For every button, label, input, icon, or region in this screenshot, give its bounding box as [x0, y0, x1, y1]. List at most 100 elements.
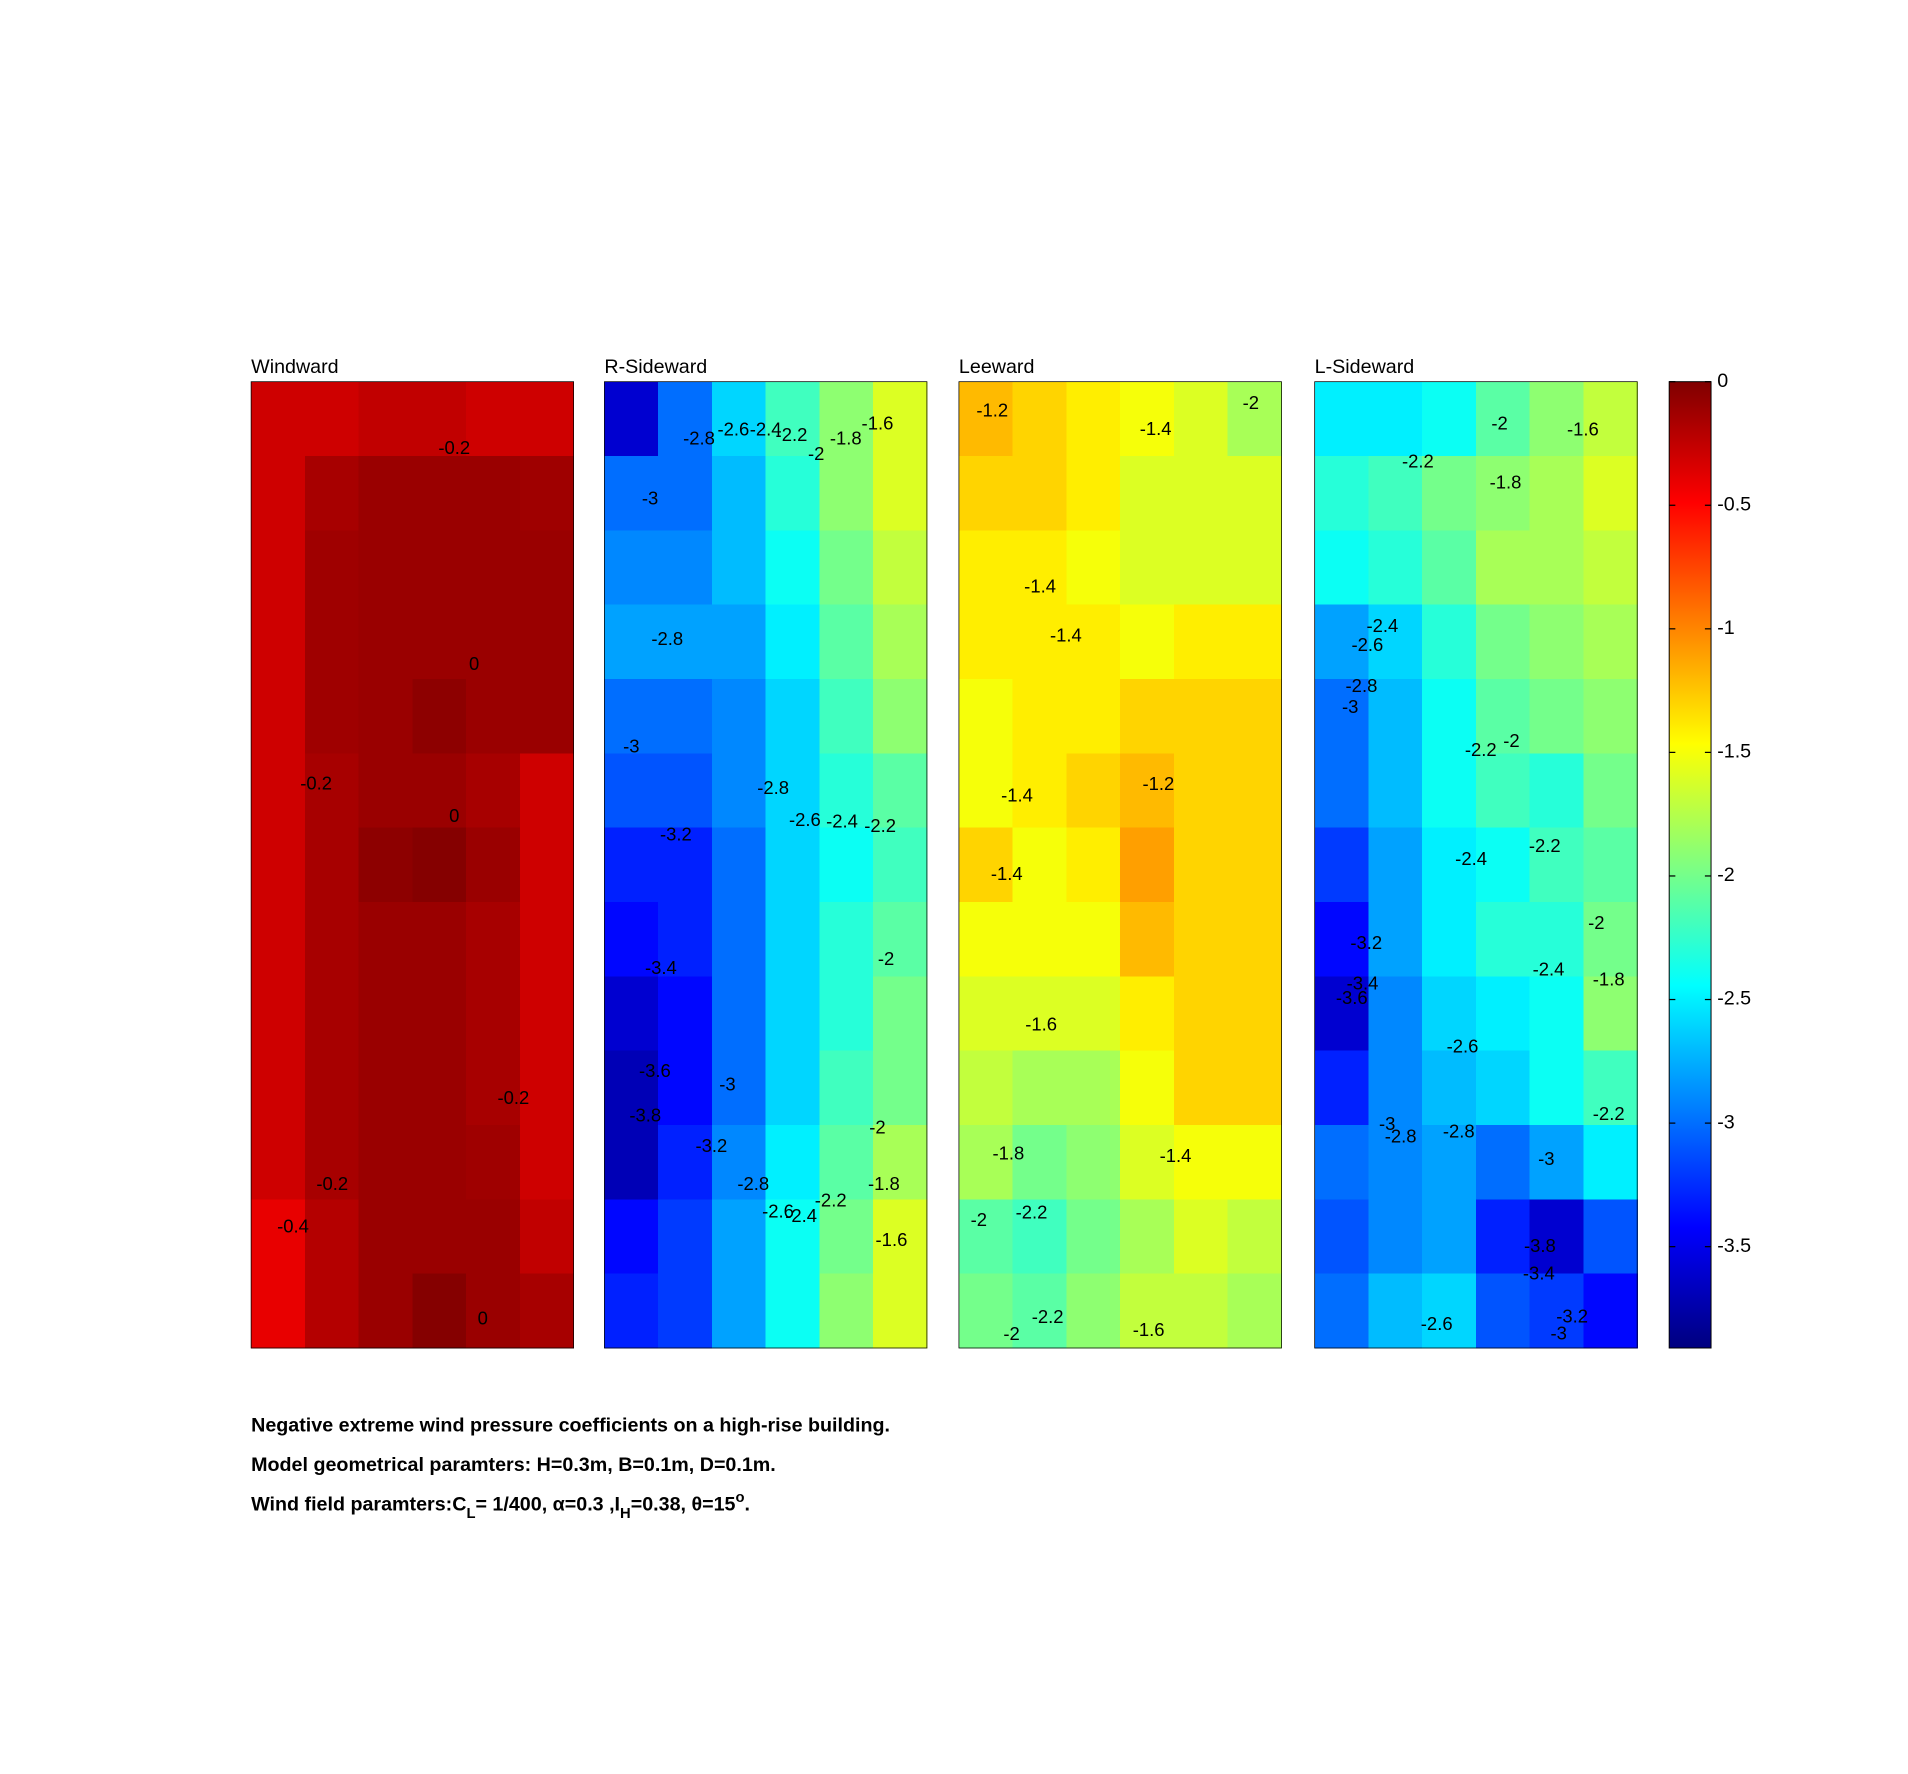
- cell: [765, 456, 821, 531]
- cell: [1120, 902, 1175, 977]
- cell: [958, 976, 1014, 1052]
- contour-label: -1.6: [876, 1229, 908, 1250]
- cell: [412, 456, 467, 531]
- contour-label: -2.2: [815, 1189, 847, 1210]
- cell: [1368, 1125, 1423, 1200]
- cell: [604, 1199, 659, 1275]
- cell: [1314, 827, 1370, 903]
- cell: [1583, 679, 1638, 754]
- cell: [1368, 827, 1423, 903]
- cell: [251, 827, 306, 903]
- cell: [765, 530, 821, 606]
- cell: [819, 1050, 874, 1126]
- caption-line: Model geometrical paramters: H=0.3m, B=0…: [251, 1454, 776, 1476]
- cell: [711, 902, 767, 977]
- cell: [604, 753, 659, 829]
- cell: [711, 976, 767, 1052]
- cell: [958, 381, 1014, 457]
- cell: [819, 1199, 874, 1275]
- cell: [1227, 530, 1283, 606]
- contour-label: -2.8: [683, 428, 715, 449]
- contour-label: -2.2: [1465, 739, 1497, 760]
- contour-label: -1.2: [976, 399, 1008, 420]
- contour-label: -2.2: [776, 424, 808, 445]
- cell: [412, 679, 467, 754]
- cell: [1173, 679, 1229, 754]
- cell: [519, 530, 575, 606]
- cell: [1422, 1199, 1477, 1275]
- cell: [1583, 976, 1638, 1052]
- cell: [1368, 530, 1423, 606]
- cell: [1012, 1273, 1068, 1349]
- contour-label: -2: [1503, 730, 1519, 751]
- caption-part: Wind field paramters:C: [251, 1493, 466, 1515]
- cell: [358, 1125, 413, 1200]
- cell: [304, 827, 360, 903]
- cell: [711, 456, 767, 531]
- cell: [1583, 604, 1638, 680]
- cell: [1173, 604, 1229, 680]
- cell: [765, 902, 821, 977]
- contour-label: -2.8: [757, 777, 789, 798]
- contour-label: -2.2: [1402, 451, 1434, 472]
- cell: [1422, 604, 1477, 680]
- contour-label: -3.8: [1524, 1235, 1556, 1256]
- cell: [1012, 456, 1068, 531]
- contour-label: -0.2: [300, 772, 332, 793]
- cell: [1583, 902, 1638, 977]
- panel-title: L-Sideward: [1315, 356, 1415, 378]
- cell: [1120, 976, 1175, 1052]
- contour-label: -3: [1342, 696, 1358, 717]
- cell: [1227, 1199, 1283, 1275]
- cell: [1475, 902, 1531, 977]
- cell: [1066, 753, 1121, 829]
- panel-frame: [250, 381, 575, 1349]
- cell: [711, 1273, 767, 1349]
- cell: [466, 456, 521, 531]
- cell: [873, 902, 928, 977]
- panel-title: R-Sideward: [604, 356, 707, 378]
- contour-label: -3.6: [1336, 987, 1368, 1008]
- cell: [958, 1199, 1014, 1275]
- cell: [519, 456, 575, 531]
- cell: [819, 902, 874, 977]
- contour-label: -3.8: [629, 1105, 661, 1126]
- cell: [873, 530, 928, 606]
- contour-label: -2.8: [737, 1173, 769, 1194]
- contour-label: -2: [1588, 912, 1604, 933]
- cell: [819, 679, 874, 754]
- cell: [304, 1125, 360, 1200]
- cell: [1422, 753, 1477, 829]
- contour-label: -2.6: [789, 809, 821, 830]
- cell: [1314, 1199, 1370, 1275]
- cell: [873, 456, 928, 531]
- cell: [466, 604, 521, 680]
- cell: [1227, 456, 1283, 531]
- panel-frame: [958, 381, 1282, 1349]
- cell: [1314, 456, 1370, 531]
- cell: [1583, 381, 1638, 457]
- contour-label: -2.2: [864, 815, 896, 836]
- cell: [873, 604, 928, 680]
- cell: [1173, 1199, 1229, 1275]
- contour-label: -1.4: [1050, 625, 1082, 646]
- contour-label: -2: [1491, 413, 1507, 434]
- cell: [358, 753, 413, 829]
- cell: [412, 753, 467, 829]
- cell: [358, 976, 413, 1052]
- contour-label: -3: [642, 488, 658, 509]
- colorbar-tick-label: -2: [1717, 864, 1735, 886]
- cell: [1173, 530, 1229, 606]
- cell: [251, 976, 306, 1052]
- cell: [765, 679, 821, 754]
- panel-frame: [1314, 381, 1638, 1349]
- contour-label: -2.8: [1385, 1126, 1417, 1147]
- cell: [1227, 902, 1283, 977]
- cell: [1066, 679, 1121, 754]
- cell: [1475, 530, 1531, 606]
- contour-label: -1.8: [868, 1173, 900, 1194]
- cell: [519, 827, 575, 903]
- cell: [1314, 679, 1370, 754]
- panel-frame: [604, 381, 928, 1349]
